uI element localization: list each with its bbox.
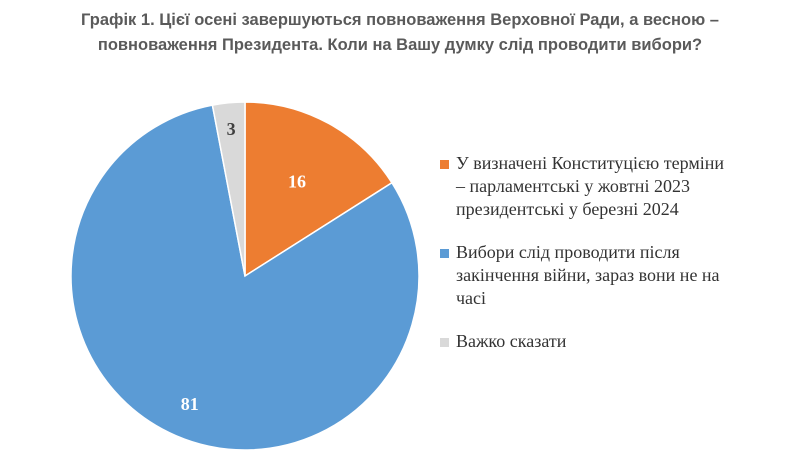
legend-label-after-war-line-1: Вибори слід проводити після — [456, 242, 680, 262]
chart-title-line-1: Графік 1. Цієї осені завершуються повнов… — [81, 11, 719, 29]
legend-swatch-after-war — [440, 249, 449, 258]
pie-slice-after-war — [70, 104, 420, 451]
pie-slice-hard-to-say — [211, 101, 246, 277]
legend-label-after-war-line-3: часі — [456, 288, 487, 308]
data-label-constitution: 16 — [288, 172, 306, 192]
legend-swatch-hard-to-say — [440, 338, 449, 347]
data-label-hard-to-say: 3 — [227, 119, 236, 139]
data-label-after-war: 81 — [181, 394, 199, 414]
legend-swatch-constitution — [440, 160, 449, 169]
legend-item-hard-to-say: Важко сказати — [440, 330, 760, 353]
pie-slice-constitution — [244, 101, 393, 278]
chart-title: Графік 1. Цієї осені завершуються повнов… — [40, 8, 760, 58]
legend-label-constitution-line-1: У визначені Конституцією терміни — [456, 153, 724, 173]
pie-slices — [70, 101, 420, 451]
legend-label-after-war-line-2: закінчення війни, зараз вони не на — [456, 265, 720, 285]
chart-legend: У визначені Конституцією терміни – парла… — [440, 152, 760, 373]
legend-item-constitution: У визначені Конституцією терміни – парла… — [440, 152, 760, 221]
legend-label-constitution-line-2: – парламентські у жовтні 2023 — [456, 176, 690, 196]
pie-data-labels: 16 81 3 — [181, 119, 306, 414]
legend-label-constitution-line-3: президентські у березні 2024 — [456, 199, 679, 219]
chart-title-line-2: повноваження Президента. Коли на Вашу ду… — [97, 36, 703, 54]
legend-item-after-war: Вибори слід проводити після закінчення в… — [440, 241, 760, 310]
legend-label-hard-to-say: Важко сказати — [456, 331, 567, 351]
